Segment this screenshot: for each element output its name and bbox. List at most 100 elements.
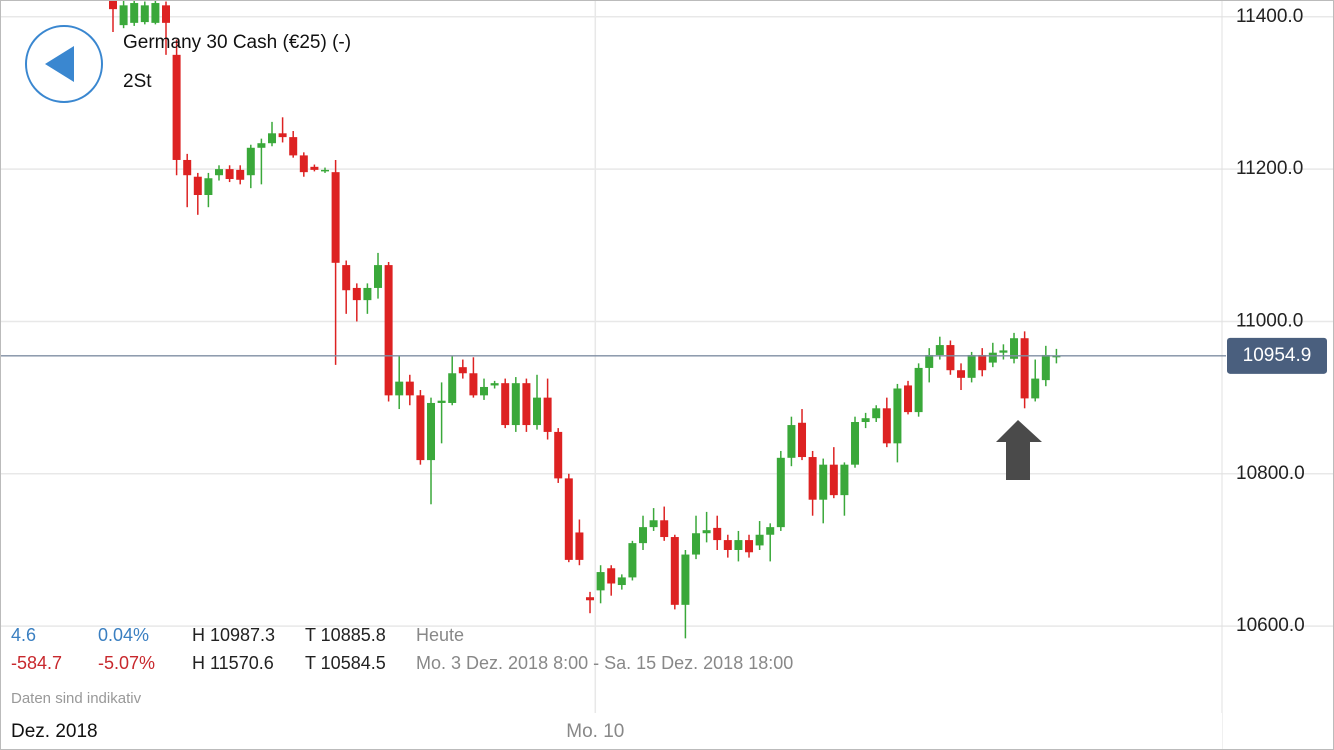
candle-body (437, 400, 446, 403)
candle-body (999, 350, 1008, 353)
candle-body (183, 159, 192, 176)
candle-body (204, 178, 213, 196)
candle-body (427, 402, 436, 461)
candle-body (639, 527, 648, 544)
y-tick-label: 11000.0 (1236, 310, 1303, 331)
disclaimer: Daten sind indikativ (11, 690, 142, 707)
candle-body (1041, 354, 1050, 381)
stat-high: H 11570.6 (192, 653, 274, 673)
candle-body (1010, 338, 1019, 359)
candle-body (268, 133, 277, 144)
candle-body (119, 5, 128, 26)
candle-body (872, 408, 881, 419)
candle-body (988, 352, 997, 363)
candle-body (586, 597, 595, 601)
stat-change: -584.7 (11, 653, 62, 673)
back-button-icon[interactable] (45, 46, 74, 82)
y-tick-label: 10800.0 (1236, 463, 1305, 484)
candle-body (755, 534, 764, 546)
stat-change-pct: -5.07% (98, 653, 155, 673)
candle-body (681, 554, 690, 605)
period-label: Dez. 2018 (11, 721, 98, 742)
stats: 4.6 0.04% H 10987.3 T 10885.8 Heute -584… (11, 625, 793, 673)
candle-body (130, 3, 139, 23)
candle-body (511, 383, 520, 426)
candle-body (480, 386, 489, 396)
candle-body (151, 3, 160, 23)
candle-body (289, 137, 298, 156)
candle-body (904, 385, 913, 413)
candle-body (840, 464, 849, 496)
candle-body (1052, 355, 1061, 358)
candle-body (533, 397, 542, 426)
candle-body (416, 395, 425, 461)
last-price-tag (1227, 337, 1327, 374)
candle-body (851, 422, 860, 465)
candle-body (575, 532, 584, 560)
candle-body (405, 381, 414, 396)
last-price-label: 10954.9 (1243, 345, 1312, 366)
candle-body (193, 176, 202, 196)
candle-body (352, 287, 361, 301)
candle-body (140, 5, 149, 23)
candles (108, 0, 1061, 639)
candle-body (448, 373, 457, 403)
candle-body (162, 5, 171, 23)
candle-body (914, 367, 923, 413)
candle-body (331, 172, 340, 263)
period-label-box (1, 716, 116, 749)
stat-low: T 10885.8 (305, 625, 386, 645)
y-tick-label: 11400.0 (1236, 6, 1303, 27)
candle-body (310, 166, 319, 170)
stat-change: 4.6 (11, 625, 36, 645)
candle-body (617, 577, 626, 586)
candle-body (384, 265, 393, 396)
candle-body (246, 147, 255, 176)
candle-body (628, 543, 637, 578)
candle-body (957, 370, 966, 378)
stat-period: Mo. 3 Dez. 2018 8:00 - Sa. 15 Dez. 2018 … (416, 653, 793, 673)
candle-body (702, 530, 711, 534)
y-tick-label: 10600.0 (1236, 615, 1305, 636)
candle-body (596, 572, 605, 591)
candle-body (522, 383, 531, 426)
arrow-marker (996, 420, 1042, 480)
candle-body (257, 143, 266, 148)
candle-body (935, 345, 944, 355)
candle-body (882, 408, 891, 444)
candle-body (374, 265, 383, 288)
back-button[interactable] (25, 25, 103, 103)
stat-high: H 10987.3 (192, 625, 275, 645)
candle-body (745, 540, 754, 553)
candle-body (734, 540, 743, 550)
y-tick-label: 11200.0 (1236, 158, 1303, 179)
x-axis-band (0, 713, 1222, 750)
candle-body (925, 354, 934, 368)
candle-body (861, 418, 870, 423)
candle-body (946, 345, 955, 371)
stat-period: Heute (416, 625, 464, 645)
instrument-title: Germany 30 Cash (€25) (-) (123, 32, 351, 53)
candle-body (798, 422, 807, 458)
candle-body (108, 0, 117, 10)
candle-body (787, 425, 796, 458)
candle-body (395, 381, 404, 396)
interval: 2St (123, 71, 152, 92)
candle-body (564, 478, 573, 560)
candle-body (776, 457, 785, 528)
candle-body (808, 457, 817, 500)
candle-body (978, 354, 987, 371)
candle-body (299, 155, 308, 173)
candle-body (215, 169, 224, 176)
candle-body (490, 383, 499, 386)
candle-body (172, 54, 181, 160)
candle-body (543, 397, 552, 432)
candle-body (660, 520, 669, 538)
candle-body (692, 533, 701, 555)
candle-body (649, 520, 658, 528)
candle-body (469, 373, 478, 396)
candle-body (554, 431, 563, 479)
